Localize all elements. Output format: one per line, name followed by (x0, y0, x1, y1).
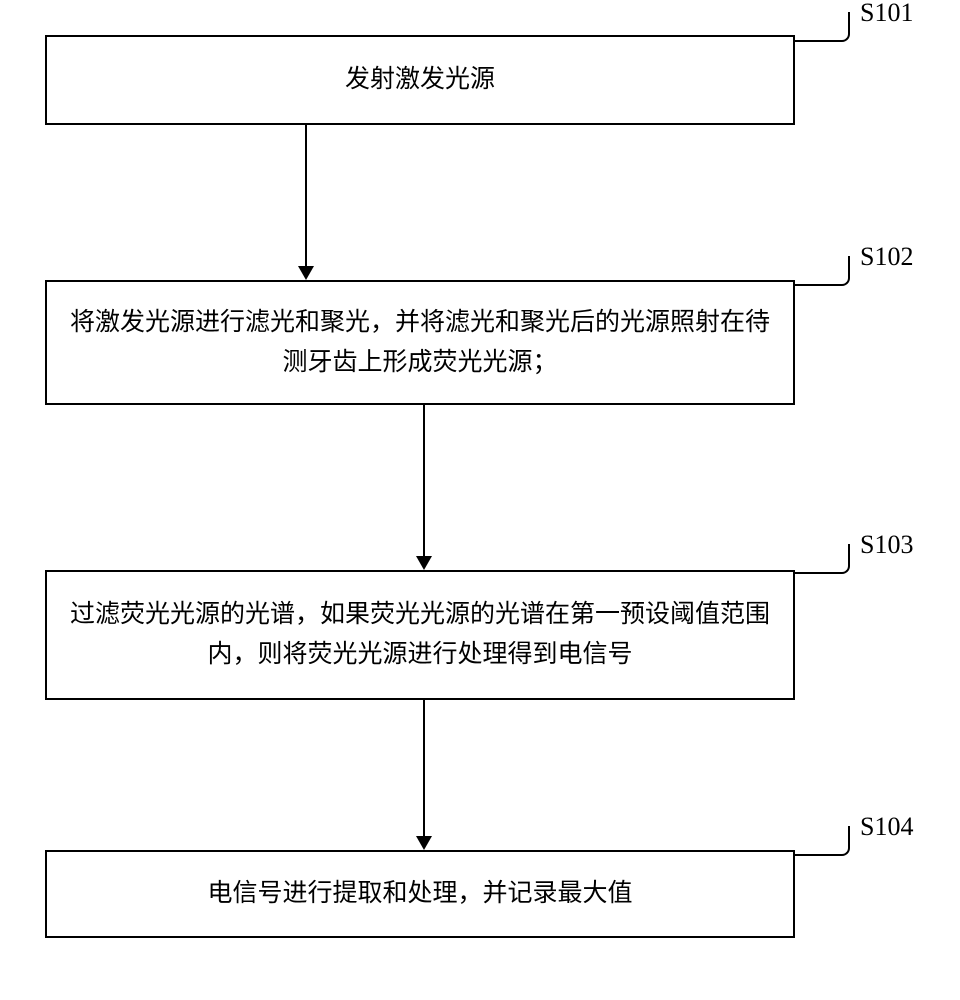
step-text: 电信号进行提取和处理，并记录最大值 (207, 874, 632, 914)
arrow-head (416, 836, 432, 850)
step-box-s103: 过滤荧光光源的光谱，如果荧光光源的光谱在第一预设阈值范围内，则将荧光光源进行处理… (45, 570, 795, 700)
step-box-s102: 将激发光源进行滤光和聚光，并将滤光和聚光后的光源照射在待测牙齿上形成荧光光源； (45, 280, 795, 405)
step-label-s101: S101 (860, 0, 913, 28)
step-label-s103: S103 (860, 530, 913, 560)
step-text: 过滤荧光光源的光谱，如果荧光光源的光谱在第一预设阈值范围内，则将荧光光源进行处理… (67, 595, 773, 675)
step-box-s101: 发射激发光源 (45, 35, 795, 125)
label-connector (795, 544, 850, 574)
step-label-s104: S104 (860, 812, 913, 842)
label-connector (795, 826, 850, 856)
arrow-line (423, 700, 425, 837)
step-label-s102: S102 (860, 242, 913, 272)
label-connector (795, 12, 850, 42)
step-text: 发射激发光源 (345, 60, 495, 100)
arrow-line (305, 125, 307, 267)
step-text: 将激发光源进行滤光和聚光，并将滤光和聚光后的光源照射在待测牙齿上形成荧光光源； (67, 303, 773, 383)
label-connector (795, 256, 850, 286)
arrow-head (298, 266, 314, 280)
step-box-s104: 电信号进行提取和处理，并记录最大值 (45, 850, 795, 938)
arrow-line (423, 405, 425, 557)
arrow-head (416, 556, 432, 570)
flowchart-container: 发射激发光源 S101 将激发光源进行滤光和聚光，并将滤光和聚光后的光源照射在待… (0, 0, 960, 1000)
